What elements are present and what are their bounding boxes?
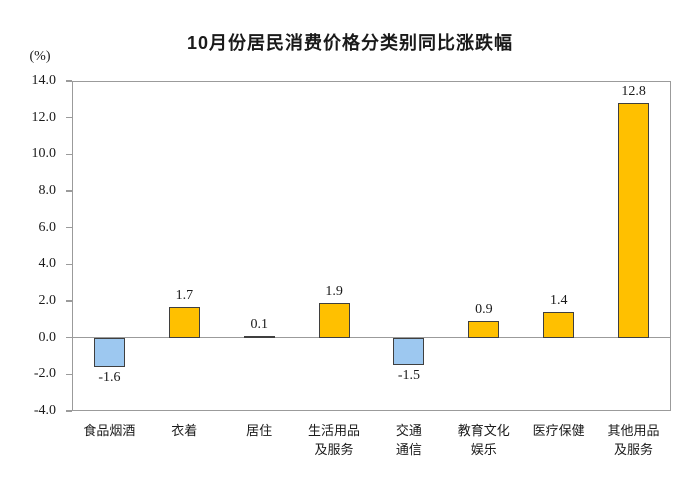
- y-tick-mark: [66, 153, 72, 156]
- y-tick-label: 6.0: [38, 219, 57, 235]
- bar-value-label: 0.1: [250, 316, 268, 332]
- bar-value-label: 0.9: [475, 302, 493, 318]
- chart-title: 10月份居民消费价格分类别同比涨跌幅: [186, 33, 514, 53]
- y-tick-mark: [66, 116, 72, 119]
- category-label: 食品烟酒: [83, 423, 136, 438]
- bar-value-label: -1.5: [397, 368, 421, 384]
- bar-value-label: -1.6: [98, 370, 121, 385]
- bar: [318, 302, 350, 338]
- y-tick-label: 4.0: [38, 256, 57, 272]
- bar: [93, 337, 125, 367]
- bar: [468, 321, 500, 338]
- category-label: 居住: [246, 423, 273, 438]
- plot-area: [72, 81, 671, 411]
- y-tick-mark: [66, 226, 72, 229]
- category-label: 教育文化 娱乐: [457, 423, 510, 457]
- bar: [393, 337, 425, 366]
- bar-value-label: 1.7: [175, 287, 194, 303]
- category-label: 其他用品 及服务: [607, 423, 660, 457]
- y-tick-label: -4.0: [33, 403, 56, 418]
- y-tick-label: 14.0: [31, 73, 57, 88]
- zero-baseline: [72, 336, 671, 339]
- bar-value-label: 12.8: [621, 84, 646, 99]
- y-tick-label: 10.0: [31, 146, 57, 162]
- y-tick-mark: [66, 373, 72, 376]
- category-label: 医疗保健: [532, 423, 585, 438]
- category-label: 交通 通信: [395, 423, 422, 457]
- y-tick-mark: [66, 190, 72, 192]
- y-tick-mark: [66, 336, 72, 339]
- y-tick-mark: [66, 300, 72, 302]
- y-tick-label: 12.0: [31, 109, 57, 125]
- category-label: 生活用品 及服务: [308, 423, 361, 457]
- y-tick-label: -2.0: [33, 366, 56, 382]
- bar-value-label: 1.9: [325, 283, 343, 299]
- category-label: 衣着: [171, 423, 198, 438]
- bar-value-label: 1.4: [549, 293, 568, 308]
- bar: [243, 335, 275, 338]
- y-tick-label: 0.0: [38, 329, 57, 345]
- bar: [618, 103, 650, 338]
- y-tick-label: 2.0: [38, 293, 57, 308]
- bar: [168, 306, 200, 338]
- y-axis-unit-label: (%): [29, 49, 51, 64]
- y-tick-label: 8.0: [38, 183, 57, 198]
- y-tick-mark: [66, 263, 72, 266]
- y-tick-mark: [66, 410, 72, 412]
- y-tick-mark: [66, 80, 72, 82]
- bar: [543, 312, 575, 338]
